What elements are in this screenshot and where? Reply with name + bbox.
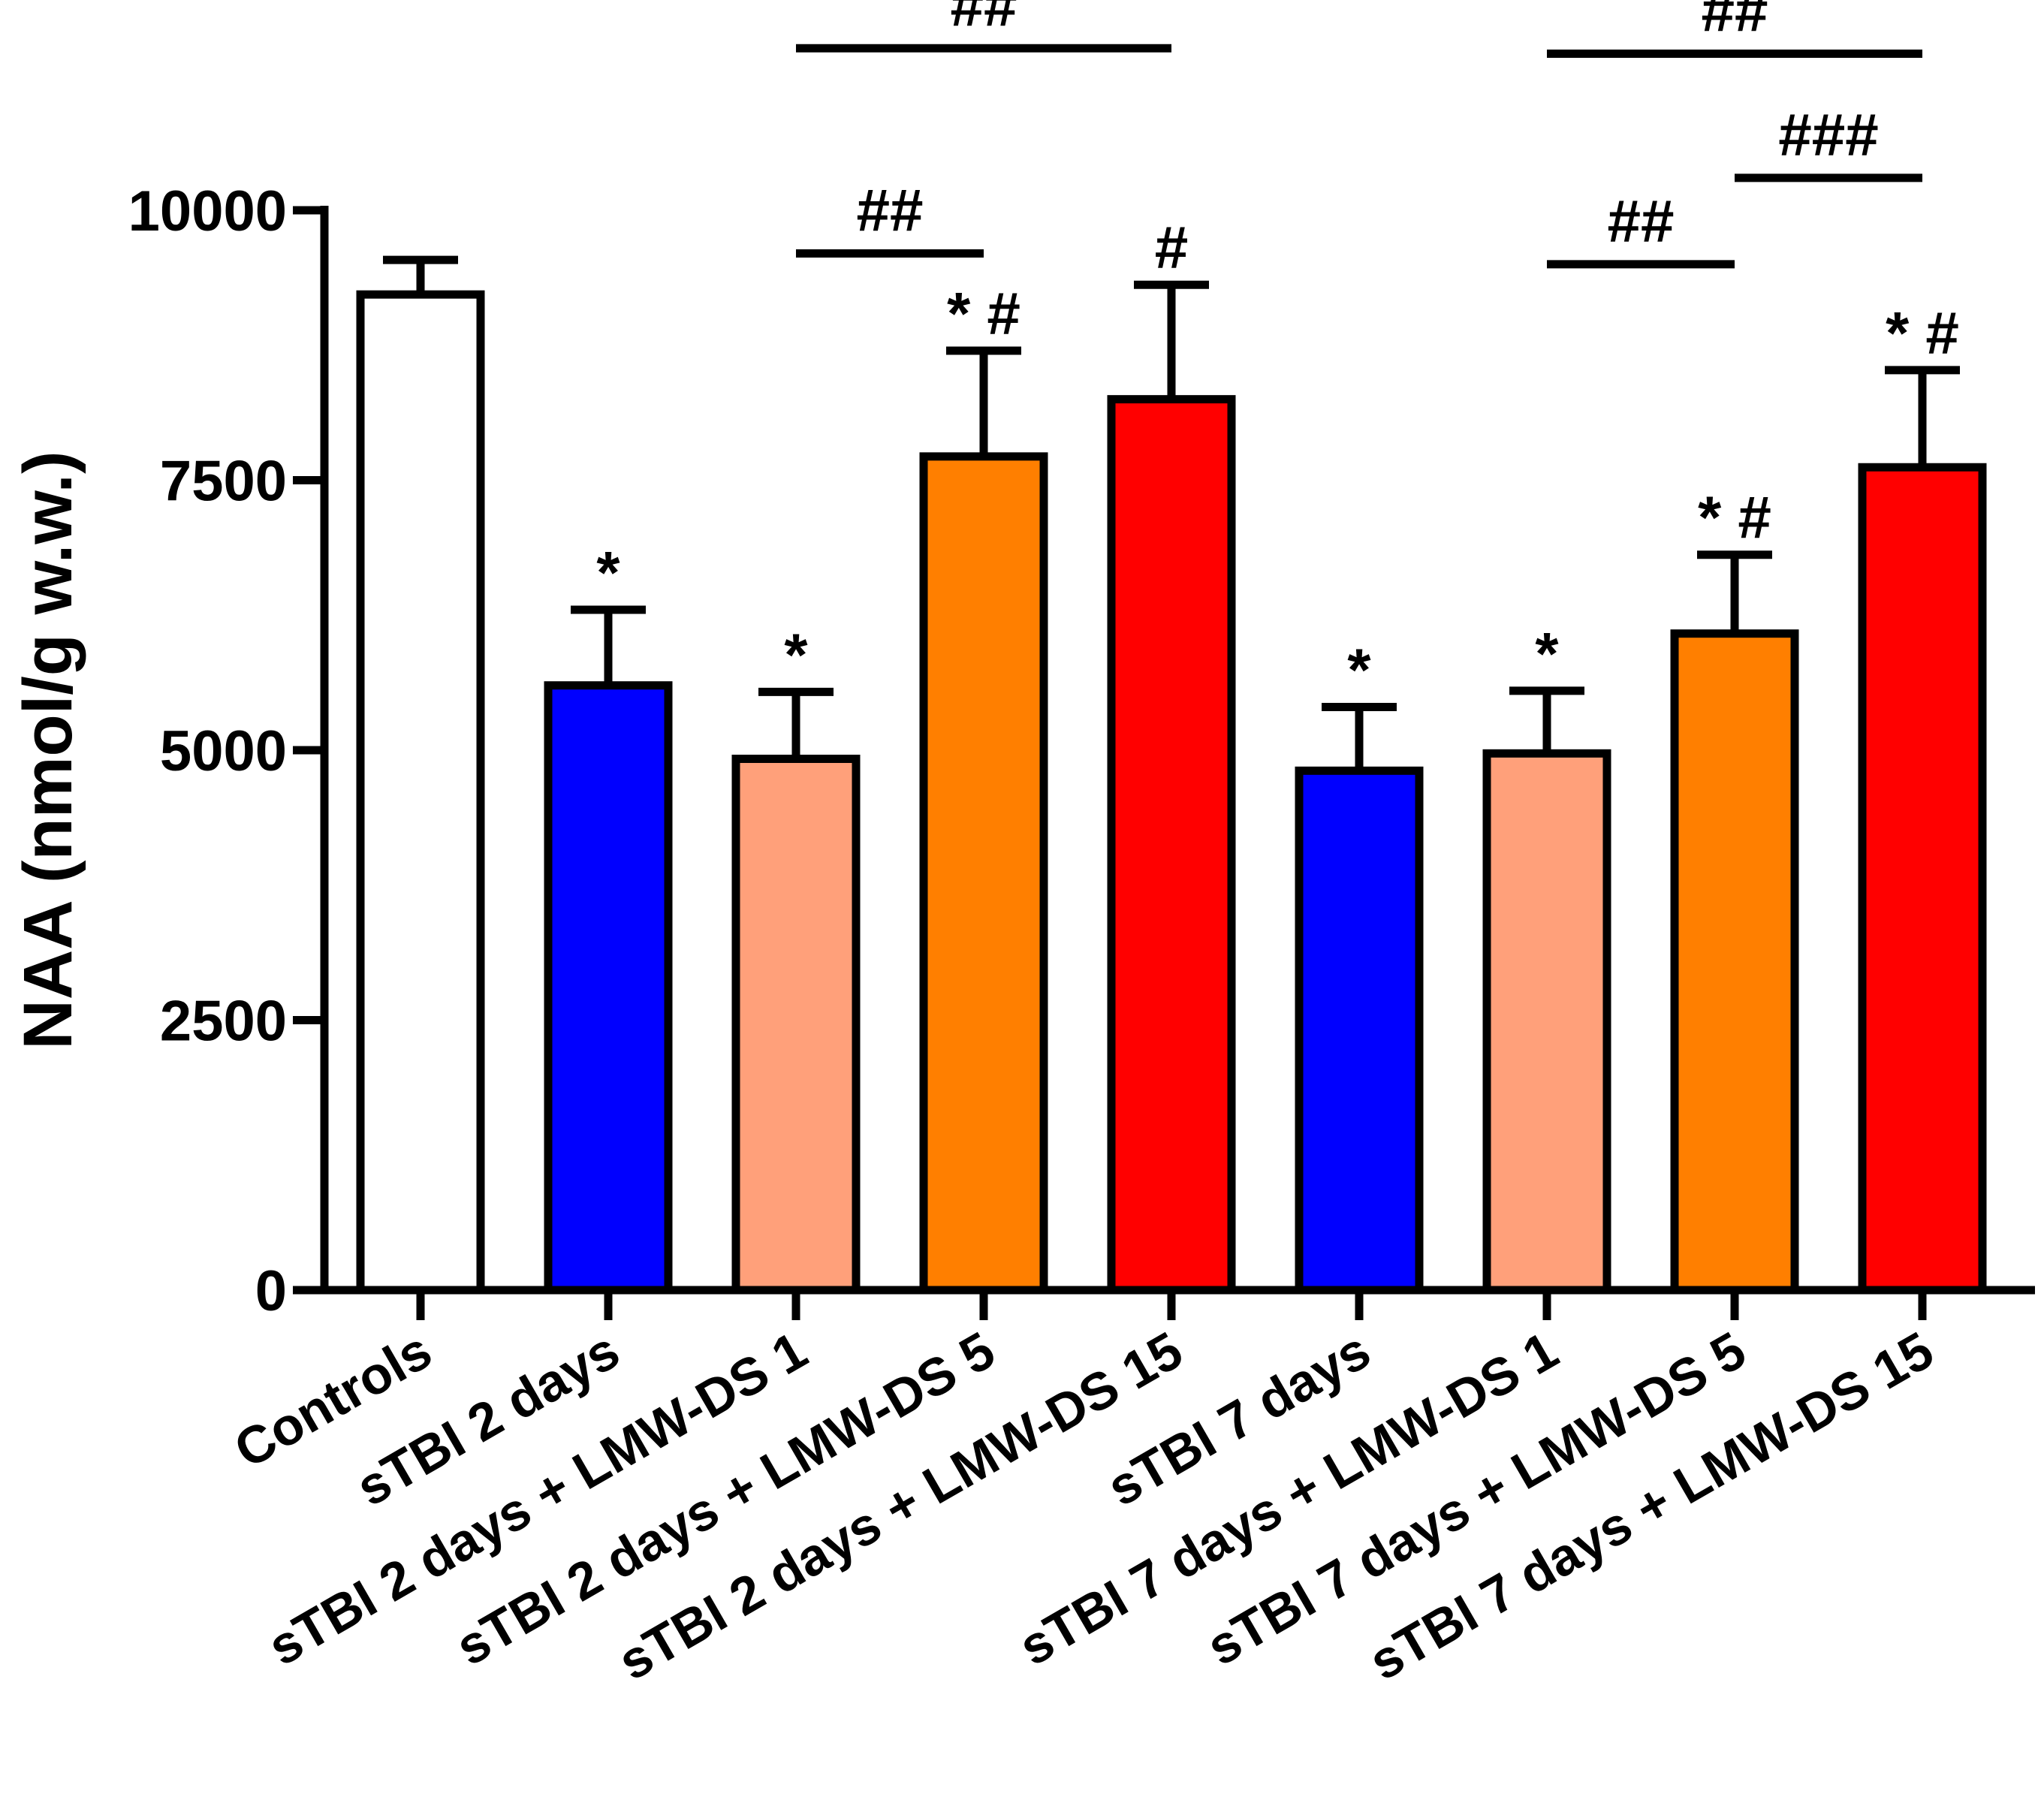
bracket-label-4: ## — [1608, 188, 1675, 255]
significance-marker-1: * — [596, 539, 620, 606]
y-axis-label: NAA (nmol/g w.w.) — [10, 451, 86, 1049]
significance-marker-4: # — [1155, 214, 1189, 281]
bar-3 — [919, 452, 1048, 1295]
bar-1 — [544, 681, 673, 1295]
bar-4 — [1107, 395, 1236, 1295]
significance-marker-7: * # — [1698, 484, 1771, 551]
bar-2 — [731, 755, 861, 1295]
comparison-brackets-layer: ########### — [796, 0, 1922, 269]
significance-marker-3: * # — [947, 280, 1020, 347]
bracket-label-1: ## — [857, 177, 924, 244]
bracket-label-2: ## — [1702, 0, 1768, 44]
bar-7 — [1670, 629, 1799, 1295]
y-tick-label-2: 5000 — [160, 719, 287, 783]
bar-6 — [1482, 749, 1611, 1295]
significance-markers-layer: * * * # # * * * # * # — [596, 214, 1959, 703]
labels-layer: NAA (nmol/g w.w.) — [10, 451, 86, 1049]
bar-8 — [1858, 463, 1987, 1295]
y-tick-label-3: 7500 — [160, 450, 287, 514]
y-tick-label-1: 2500 — [160, 990, 287, 1054]
bracket-label-3: ### — [1778, 101, 1878, 168]
y-tick-label-0: 0 — [255, 1259, 287, 1323]
bars-layer — [356, 290, 1987, 1295]
error-bars-layer — [383, 255, 1960, 771]
significance-marker-6: * — [1535, 620, 1559, 687]
significance-marker-2: * — [784, 621, 808, 688]
significance-marker-5: * — [1347, 636, 1371, 703]
bracket-label-0: ## — [951, 0, 1017, 38]
bar-5 — [1295, 766, 1424, 1295]
bar-0 — [356, 290, 485, 1295]
significance-marker-8: * # — [1886, 300, 1959, 366]
y-tick-label-4: 10000 — [128, 179, 287, 243]
